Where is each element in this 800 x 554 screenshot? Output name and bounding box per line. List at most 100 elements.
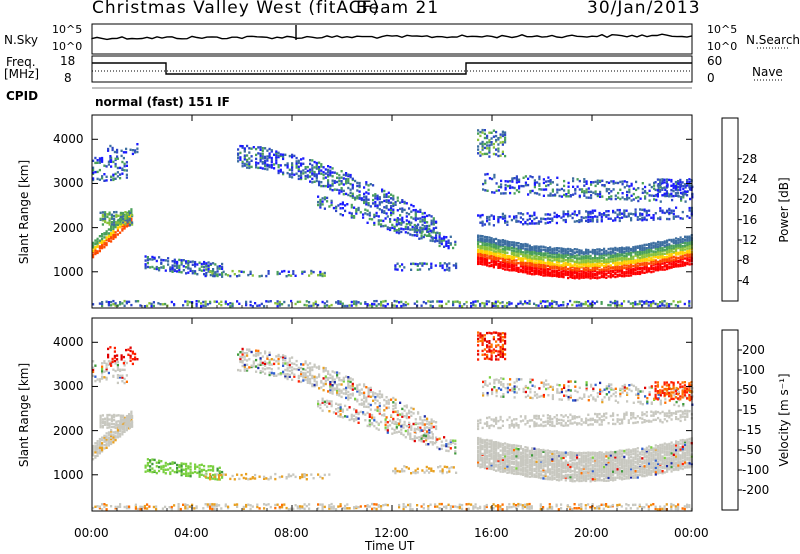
heatmap-cell: [688, 209, 691, 212]
heatmap-cell: [182, 304, 185, 307]
heatmap-cell: [242, 505, 245, 509]
heatmap-cell: [339, 207, 342, 210]
heatmap-cell: [499, 216, 502, 219]
heatmap-cell: [215, 503, 218, 506]
heatmap-cell: [526, 249, 529, 253]
heatmap-cell: [549, 258, 552, 262]
heatmap-cell: [180, 473, 183, 477]
heatmap-cell: [670, 209, 673, 212]
heatmap-cell: [410, 268, 413, 271]
heatmap-cell: [342, 183, 345, 186]
heatmap-cell: [564, 271, 567, 275]
heatmap-cell: [688, 255, 691, 258]
heatmap-cell: [600, 301, 603, 304]
heatmap-cell: [672, 260, 675, 263]
heatmap-cell: [173, 303, 176, 306]
heatmap-cell: [558, 261, 561, 264]
heatmap-cell: [268, 351, 271, 354]
heatmap-cell: [144, 255, 147, 258]
heatmap-cell: [408, 220, 411, 223]
heatmap-cell: [614, 219, 617, 222]
heatmap-cell: [263, 475, 266, 479]
heatmap-cell: [281, 475, 284, 478]
heatmap-cell: [625, 270, 628, 273]
heatmap-cell: [220, 507, 223, 510]
heatmap-cell: [426, 228, 429, 232]
heatmap-cell: [119, 177, 122, 180]
heatmap-cell: [657, 249, 660, 252]
heatmap-cell: [636, 256, 639, 259]
heatmap-cell: [371, 218, 374, 221]
heatmap-cell: [675, 258, 678, 261]
heatmap-cell: [158, 465, 161, 469]
heatmap-cell: [311, 167, 314, 170]
heatmap-cell: [477, 262, 480, 266]
heatmap-cell: [625, 263, 628, 267]
heatmap-cell: [467, 507, 470, 510]
heatmap-cell: [481, 224, 484, 227]
heatmap-cell: [385, 206, 388, 210]
heatmap-cell: [94, 161, 97, 165]
heatmap-cell: [365, 181, 368, 184]
heatmap-cell: [659, 263, 662, 266]
heatmap-cell: [593, 302, 596, 305]
heatmap-cell: [387, 191, 390, 194]
heatmap-cell: [381, 395, 384, 399]
heatmap-cell: [501, 251, 504, 254]
heatmap-cell: [360, 388, 363, 391]
heatmap-cell: [677, 251, 680, 255]
heatmap-cell: [584, 300, 587, 304]
heatmap-cell: [472, 303, 475, 306]
heatmap-cell: [495, 153, 498, 156]
heatmap-cell: [338, 388, 341, 391]
heatmap-cell: [666, 245, 669, 249]
heatmap-cell: [365, 405, 368, 408]
heatmap-cell: [346, 304, 349, 308]
heatmap-cell: [373, 300, 376, 303]
heatmap-cell: [380, 225, 383, 228]
heatmap-cell: [558, 269, 561, 272]
heatmap-cell: [558, 266, 561, 269]
heatmap-cell: [279, 372, 282, 375]
heatmap-cell: [526, 302, 529, 305]
heatmap-cell: [198, 470, 201, 473]
heatmap-cell: [638, 505, 641, 508]
heatmap-cell: [431, 236, 434, 239]
heatmap-cell: [585, 256, 588, 260]
heatmap-cell: [551, 273, 554, 276]
heatmap-cell: [686, 179, 689, 182]
heatmap-cell: [124, 215, 127, 218]
heatmap-cell: [679, 248, 682, 252]
heatmap-cell: [679, 300, 682, 303]
heatmap-cell: [273, 153, 276, 156]
heatmap-cell: [576, 265, 579, 268]
heatmap-cell: [409, 233, 412, 236]
heatmap-cell: [377, 223, 380, 226]
heatmap-cell: [278, 304, 281, 307]
heatmap-cell: [98, 235, 101, 238]
heatmap-cell: [394, 203, 397, 206]
heatmap-cell: [169, 471, 172, 474]
heatmap-cell: [339, 202, 342, 206]
heatmap-cell: [287, 270, 290, 273]
heatmap-cell: [590, 183, 593, 186]
heatmap-cell: [421, 223, 424, 227]
heatmap-cell: [486, 240, 489, 243]
heatmap-cell: [627, 261, 630, 265]
heatmap-cell: [670, 249, 673, 252]
heatmap-cell: [479, 245, 482, 248]
heatmap-cell: [551, 302, 554, 305]
heatmap-cell: [445, 242, 448, 246]
heatmap-cell: [326, 304, 329, 307]
heatmap-cell: [486, 252, 489, 255]
heatmap-cell: [380, 223, 383, 226]
heatmap-cell: [510, 265, 513, 268]
heatmap-cell: [573, 270, 576, 273]
heatmap-cell: [504, 214, 507, 218]
heatmap-cell: [268, 373, 271, 377]
heatmap-cell: [113, 356, 116, 359]
heatmap-cell: [639, 197, 642, 200]
heatmap-cell: [324, 375, 327, 378]
heatmap-cell: [291, 169, 294, 172]
heatmap-cell: [414, 214, 417, 217]
